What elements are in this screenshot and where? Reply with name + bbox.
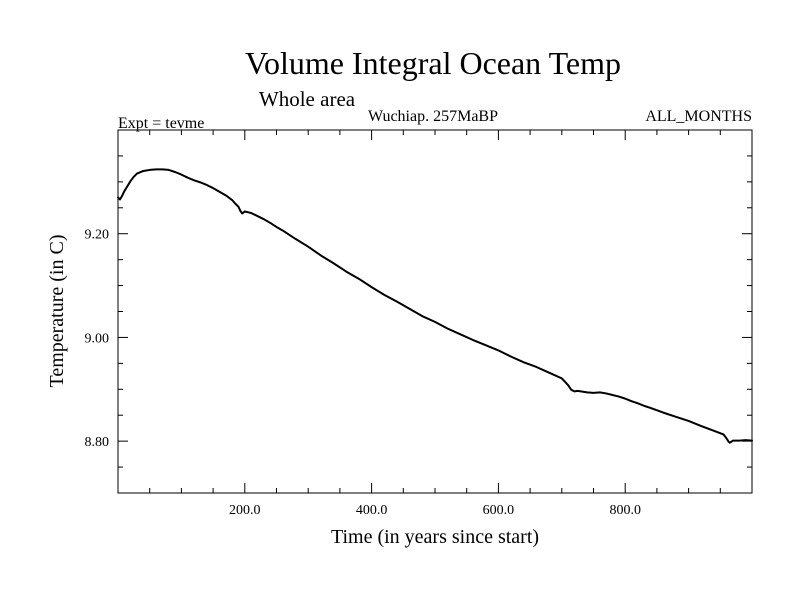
- series-line: [117, 168, 753, 444]
- x-tick-label: 800.0: [609, 503, 641, 518]
- chart-subtitle: Whole area: [259, 87, 356, 111]
- x-tick-label: 200.0: [229, 503, 261, 518]
- plot-frame: [117, 129, 753, 494]
- experiment-label: Expt = tevme: [118, 115, 204, 132]
- x-axis-label: Time (in years since start): [331, 526, 539, 548]
- plot-area: 200.0 400.0 600.0 800.0 8.80 9.00 9.20: [85, 130, 753, 518]
- x-tick-label: 600.0: [483, 503, 515, 518]
- x-tick-label: 400.0: [356, 503, 388, 518]
- chart-title: Volume Integral Ocean Temp: [245, 45, 621, 81]
- y-axis-label: Temperature (in C): [46, 235, 68, 388]
- y-tick-label: 9.20: [85, 228, 110, 243]
- period-label: Wuchiap. 257MaBP: [368, 108, 498, 125]
- months-label: ALL_MONTHS: [645, 108, 752, 125]
- y-tick-label: 8.80: [85, 435, 110, 450]
- y-tick-label: 9.00: [85, 331, 110, 346]
